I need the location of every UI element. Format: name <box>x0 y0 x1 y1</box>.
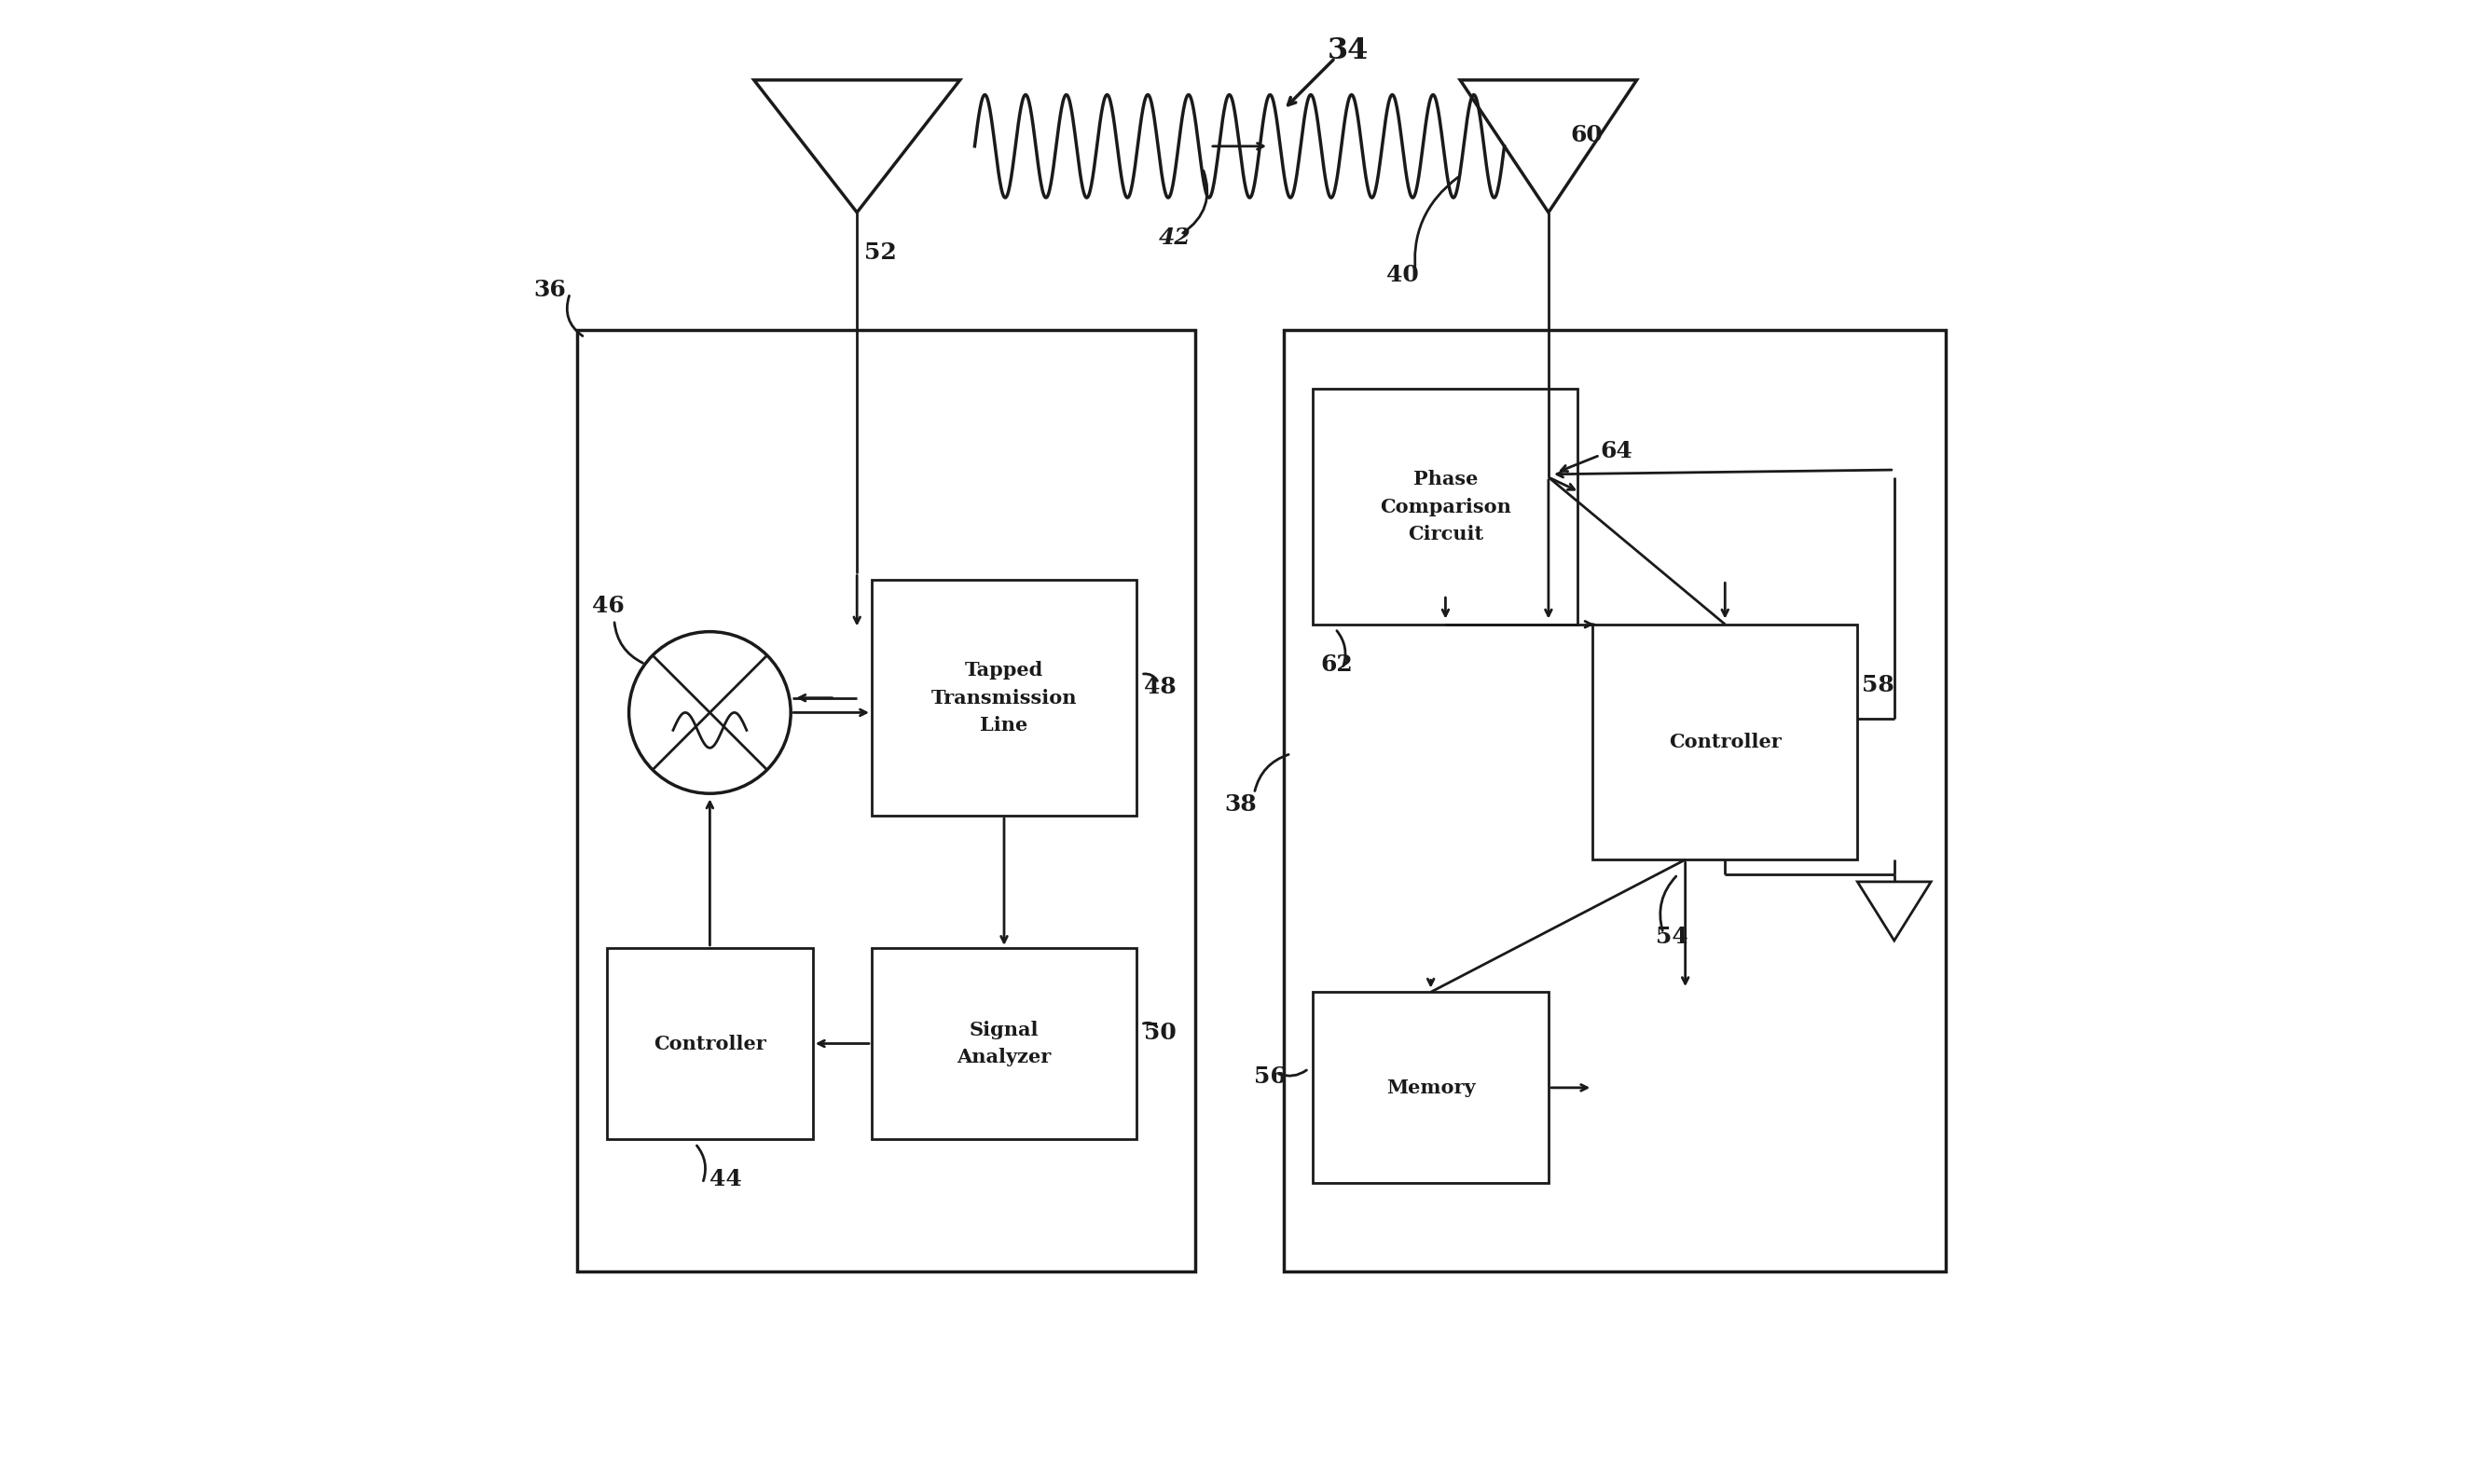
Text: 36: 36 <box>533 279 565 301</box>
Text: 64: 64 <box>1599 441 1631 463</box>
Text: 48: 48 <box>1143 675 1175 697</box>
Text: 38: 38 <box>1225 792 1257 816</box>
Text: Controller: Controller <box>654 1034 766 1052</box>
Bar <box>1284 329 1946 1272</box>
Bar <box>1592 625 1857 859</box>
Text: 58: 58 <box>1862 674 1894 696</box>
Bar <box>1314 993 1549 1183</box>
Text: Tapped
Transmission
Line: Tapped Transmission Line <box>932 660 1076 735</box>
Text: 56: 56 <box>1254 1066 1287 1088</box>
Text: 62: 62 <box>1321 653 1354 675</box>
Text: 50: 50 <box>1143 1021 1175 1043</box>
Bar <box>578 329 1195 1272</box>
Text: 34: 34 <box>1329 37 1368 65</box>
Bar <box>607 948 813 1140</box>
Text: 54: 54 <box>1656 926 1688 948</box>
Text: 60: 60 <box>1572 123 1604 147</box>
Bar <box>873 580 1135 816</box>
Bar <box>873 948 1135 1140</box>
Bar <box>1314 389 1579 625</box>
Text: 42: 42 <box>1158 227 1190 249</box>
Text: 52: 52 <box>865 242 897 264</box>
Text: 44: 44 <box>709 1168 741 1190</box>
Text: Controller: Controller <box>1668 733 1782 751</box>
Text: 40: 40 <box>1386 264 1418 286</box>
Text: Memory: Memory <box>1386 1079 1475 1097</box>
Text: 46: 46 <box>592 595 625 617</box>
Text: Signal
Analyzer: Signal Analyzer <box>957 1021 1051 1067</box>
Text: Phase
Comparison
Circuit: Phase Comparison Circuit <box>1381 470 1512 543</box>
